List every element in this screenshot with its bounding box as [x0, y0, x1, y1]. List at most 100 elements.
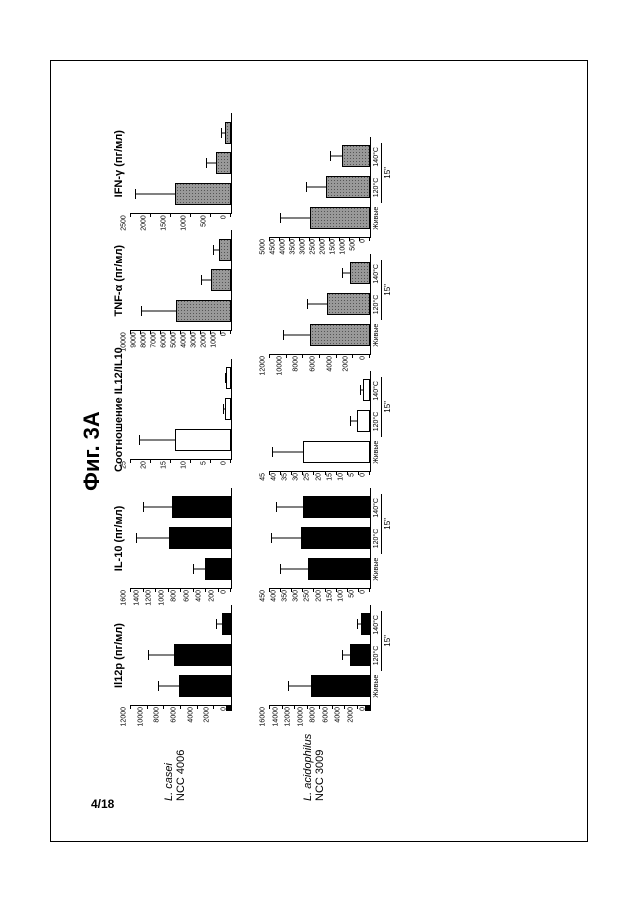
error-cap: [272, 447, 273, 457]
y-tick-label: 10000: [297, 707, 304, 726]
y-tick-label: 1400: [133, 590, 140, 606]
y-tick-label: 500: [201, 215, 208, 227]
error-cap: [148, 650, 149, 660]
error-cap: [283, 330, 284, 340]
y-tick-label: 0: [360, 356, 367, 360]
y-tick: [220, 330, 221, 334]
bar: [226, 367, 231, 389]
error-cap: [288, 681, 289, 691]
error-bar: [137, 538, 168, 539]
y-tick: [218, 588, 219, 592]
y-tick-label: 50: [348, 590, 355, 598]
column-title: Соотношение IL12/IL10: [113, 347, 129, 472]
error-cap: [221, 128, 222, 138]
y-tick-label: 500: [350, 239, 357, 251]
y-tick: [339, 237, 340, 241]
x-labels: Живые120°C140°C: [373, 372, 380, 472]
y-tick-label: 35: [282, 473, 289, 481]
y-tick-label: 1000: [181, 215, 188, 231]
y-tick: [294, 705, 295, 709]
y-tick: [190, 330, 191, 334]
axis-offset-marker: [365, 705, 371, 711]
y-tick-label: 3000: [191, 332, 198, 348]
duration-line: [381, 260, 382, 320]
y-tick-label: 5000: [171, 332, 178, 348]
y-tick: [282, 705, 283, 709]
y-tick: [359, 237, 360, 241]
y-tick-label: 600: [183, 590, 190, 602]
error-cap: [342, 650, 343, 660]
y-tick: [358, 588, 359, 592]
y-tick: [302, 588, 303, 592]
y-tick: [150, 330, 151, 334]
y-tick-label: 8000: [154, 707, 161, 723]
bar: [342, 145, 370, 167]
bars-group: [131, 113, 231, 213]
y-tick: [140, 330, 141, 334]
error-bar: [194, 568, 205, 569]
y-tick: [313, 471, 314, 475]
bar-chart: 020004000600080001000012000: [131, 605, 232, 706]
y-tick-label: 12000: [285, 707, 292, 726]
y-tick-label: 4000: [181, 332, 188, 348]
error-cap: [206, 158, 207, 168]
y-tick-label: 0: [221, 461, 228, 465]
y-tick: [210, 213, 211, 217]
bar: [174, 644, 231, 666]
duration-label: 15": [383, 635, 392, 647]
y-tick-label: 10: [337, 473, 344, 481]
error-cap: [271, 533, 272, 543]
y-tick-label: 12000: [121, 707, 128, 726]
y-tick: [357, 705, 358, 709]
y-tick-label: 2000: [141, 215, 148, 231]
y-tick: [168, 588, 169, 592]
bar: [205, 558, 231, 580]
column-title: IFN-γ (пг/мл): [113, 130, 129, 197]
y-tick-label: 200: [315, 590, 322, 602]
y-tick: [269, 705, 270, 709]
y-tick-label: 15: [161, 461, 168, 469]
y-tick-label: 2000: [201, 332, 208, 348]
y-tick: [352, 354, 353, 358]
y-tick-label: 2000: [320, 239, 327, 255]
y-tick: [344, 705, 345, 709]
y-tick: [160, 330, 161, 334]
bar-chart: 020004000600080001000012000: [270, 254, 371, 355]
y-tick: [336, 471, 337, 475]
bar: [219, 239, 231, 261]
y-tick: [332, 705, 333, 709]
y-tick: [190, 459, 191, 463]
y-tick: [369, 471, 370, 475]
duration-line: [381, 377, 382, 437]
y-tick-label: 8000: [293, 356, 300, 372]
bar: [225, 398, 231, 420]
x-label: 140°C: [373, 375, 380, 406]
y-tick: [230, 330, 231, 334]
duration-label: 15": [383, 518, 392, 530]
y-tick: [210, 330, 211, 334]
bars-group: [270, 371, 370, 471]
error-cap: [330, 151, 331, 161]
y-tick: [150, 459, 151, 463]
error-bar: [159, 685, 180, 686]
y-tick: [130, 588, 131, 592]
error-bar: [281, 568, 308, 569]
y-tick: [230, 459, 231, 463]
chart-column: IFN-γ (пг/мл)05001000150020002500: [113, 113, 232, 214]
error-bar: [358, 624, 362, 625]
error-bar: [273, 451, 304, 452]
error-bar: [222, 132, 226, 133]
y-tick-label: 16000: [260, 707, 267, 726]
bar: [350, 262, 370, 284]
bar: [216, 152, 231, 174]
duration-label: 15": [383, 167, 392, 179]
y-tick: [280, 588, 281, 592]
y-tick-label: 40: [271, 473, 278, 481]
y-tick-label: 12000: [260, 356, 267, 375]
y-tick-label: 5: [201, 461, 208, 465]
y-tick: [269, 237, 270, 241]
y-tick-label: 1000: [211, 332, 218, 348]
error-bar: [281, 217, 311, 218]
y-tick: [205, 588, 206, 592]
y-tick-label: 10000: [276, 356, 283, 375]
